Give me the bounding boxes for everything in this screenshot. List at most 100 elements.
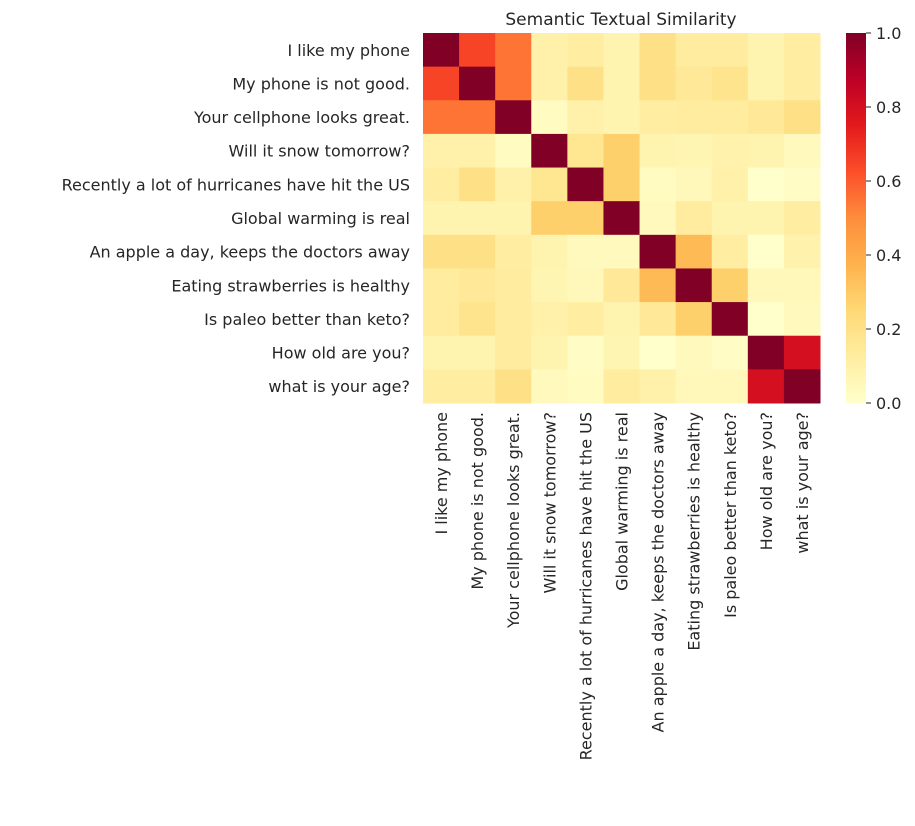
heatmap-cell: [567, 66, 604, 101]
heatmap-cell: [639, 133, 677, 169]
y-tick-label: An apple a day, keeps the doctors away: [90, 243, 410, 262]
heatmap-cell: [567, 33, 604, 68]
heatmap-cell: [783, 133, 821, 169]
heatmap-cell: [567, 268, 604, 303]
heatmap-cell: [783, 66, 821, 101]
heatmap-cell: [495, 167, 532, 202]
heatmap-cell: [459, 369, 496, 404]
heatmap-cell: [783, 201, 821, 236]
heatmap-cell: [567, 335, 604, 370]
y-tick-label: I like my phone: [287, 41, 410, 60]
heatmap-cell: [495, 66, 532, 101]
heatmap-cell: [783, 335, 821, 370]
heatmap-cell: [459, 335, 496, 370]
heatmap-cell: [459, 100, 496, 135]
heatmap-cell: [639, 369, 677, 404]
heatmap-cell: [747, 335, 785, 370]
heatmap-cell: [531, 369, 568, 404]
heatmap-cell: [603, 167, 641, 202]
heatmap-cell: [747, 33, 785, 68]
heatmap-cell: [423, 100, 460, 135]
heatmap-cell: [459, 302, 496, 337]
x-tick-label: How old are you?: [757, 412, 776, 550]
heatmap-cell: [711, 302, 749, 337]
heatmap-cell: [747, 234, 785, 269]
colorbar-tick-label: 1.0: [876, 24, 901, 43]
heatmap-cell: [459, 167, 496, 202]
x-tick-label: Recently a lot of hurricanes have hit th…: [576, 412, 595, 760]
x-tick-label: Will it snow tomorrow?: [540, 412, 559, 593]
heatmap-cell: [423, 133, 460, 169]
heatmap-cell: [495, 133, 532, 169]
heatmap-cell: [423, 234, 460, 269]
heatmap-cell: [675, 302, 713, 337]
heatmap-cells: [423, 33, 821, 404]
heatmap-cell: [675, 369, 713, 404]
heatmap-cell: [495, 302, 532, 337]
heatmap-cell: [747, 167, 785, 202]
colorbar-ticks: 0.0 0.2 0.4 0.6 0.8 1.0: [866, 24, 901, 413]
heatmap-cell: [423, 268, 460, 303]
heatmap-cell: [747, 268, 785, 303]
y-tick-label: How old are you?: [272, 344, 410, 363]
heatmap-cell: [459, 234, 496, 269]
heatmap-cell: [495, 268, 532, 303]
x-tick-label: I like my phone: [432, 412, 451, 535]
heatmap-cell: [639, 268, 677, 303]
heatmap-cell: [639, 335, 677, 370]
heatmap-cell: [603, 33, 641, 68]
heatmap-cell: [747, 100, 785, 135]
heatmap-cell: [711, 133, 749, 169]
heatmap-cell: [783, 100, 821, 135]
heatmap-cell: [459, 33, 496, 68]
heatmap-cell: [747, 302, 785, 337]
heatmap-cell: [639, 201, 677, 236]
heatmap-cell: [711, 201, 749, 236]
x-tick-label: what is your age?: [793, 412, 812, 554]
heatmap-cell: [675, 33, 713, 68]
x-tick-label: Eating strawberries is healthy: [685, 412, 704, 651]
heatmap-cell: [567, 167, 604, 202]
heatmap-cell: [495, 100, 532, 135]
heatmap-cell: [567, 100, 604, 135]
heatmap-cell: [423, 201, 460, 236]
heatmap-cell: [747, 369, 785, 404]
colorbar-tick-label: 0.6: [876, 172, 901, 191]
heatmap-cell: [603, 302, 641, 337]
heatmap-cell: [459, 268, 496, 303]
heatmap-cell: [603, 100, 641, 135]
heatmap-cell: [531, 234, 568, 269]
heatmap-cell: [603, 369, 641, 404]
chart-title: Semantic Textual Similarity: [505, 10, 736, 30]
heatmap-cell: [531, 33, 568, 68]
heatmap-cell: [783, 369, 821, 404]
heatmap-cell: [567, 369, 604, 404]
heatmap-cell: [639, 66, 677, 101]
heatmap-cell: [711, 369, 749, 404]
heatmap-cell: [603, 133, 641, 169]
heatmap-cell: [423, 167, 460, 202]
heatmap-cell: [747, 66, 785, 101]
heatmap-cell: [423, 335, 460, 370]
heatmap-cell: [711, 33, 749, 68]
heatmap-cell: [675, 234, 713, 269]
heatmap-cell: [531, 167, 568, 202]
heatmap-cell: [675, 167, 713, 202]
heatmap-cell: [783, 268, 821, 303]
heatmap-cell: [603, 268, 641, 303]
heatmap-cell: [459, 66, 496, 101]
heatmap-cell: [711, 234, 749, 269]
heatmap-cell: [531, 100, 568, 135]
heatmap-cell: [711, 335, 749, 370]
heatmap-cell: [711, 268, 749, 303]
heatmap-cell: [531, 133, 568, 169]
y-axis-labels: I like my phone My phone is not good. Your…: [62, 41, 410, 396]
heatmap-cell: [783, 234, 821, 269]
x-tick-label: Your cellphone looks great.: [504, 412, 523, 629]
colorbar-tick-label: 0.8: [876, 98, 901, 117]
heatmap-cell: [603, 335, 641, 370]
heatmap-cell: [675, 268, 713, 303]
heatmap-cell: [531, 201, 568, 236]
heatmap-cell: [783, 167, 821, 202]
